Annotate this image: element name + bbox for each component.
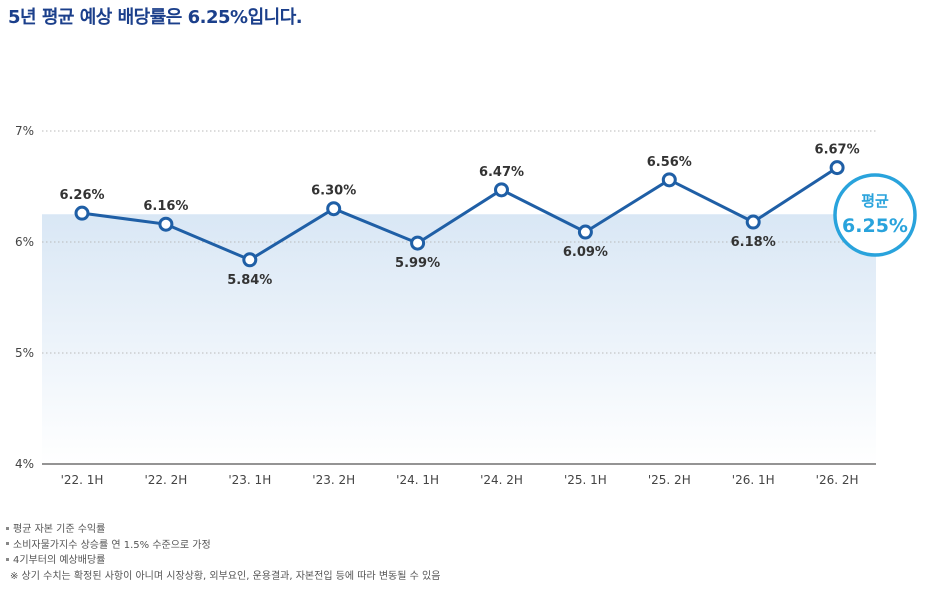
y-tick-label: 7% bbox=[15, 124, 34, 138]
data-label: 6.09% bbox=[563, 245, 608, 260]
x-tick-label: '22. 1H bbox=[61, 473, 104, 487]
data-point bbox=[745, 214, 761, 230]
y-tick-label: 5% bbox=[15, 346, 34, 360]
data-point bbox=[326, 201, 342, 217]
average-band bbox=[42, 214, 876, 464]
average-badge-value: 6.25% bbox=[842, 215, 908, 237]
data-label: 6.56% bbox=[647, 155, 692, 170]
data-point bbox=[242, 252, 258, 268]
data-label: 6.67% bbox=[815, 143, 860, 158]
bullet-icon bbox=[6, 557, 9, 561]
data-point bbox=[577, 224, 593, 240]
data-label: 6.16% bbox=[143, 199, 188, 214]
data-label: 5.84% bbox=[227, 273, 272, 288]
x-tick-label: '26. 1H bbox=[732, 473, 775, 487]
x-tick-label: '24. 2H bbox=[480, 473, 523, 487]
data-point bbox=[74, 205, 90, 221]
bullet-icon bbox=[6, 526, 9, 530]
footnote-item: 소비자물가지수 상승률 연 1.5% 수준으로 가정 bbox=[6, 538, 440, 554]
data-point bbox=[661, 172, 677, 188]
x-tick-label: '26. 2H bbox=[816, 473, 859, 487]
data-point bbox=[829, 160, 845, 176]
bullet-icon bbox=[6, 542, 9, 545]
x-tick-label: '24. 1H bbox=[396, 473, 439, 487]
x-tick-label: '23. 1H bbox=[228, 473, 271, 487]
line-chart: 4% 5% 6% 7% '22. 1H '22. 2H '23. 1H '23. 2H '24… bbox=[15, 124, 917, 487]
y-tick-label: 4% bbox=[15, 457, 34, 471]
footnote-note: ※ 상기 수치는 확정된 사항이 아니며 시장상황, 외부요인, 운용결과, 자… bbox=[10, 570, 441, 582]
data-label: 6.30% bbox=[311, 184, 356, 199]
data-point bbox=[494, 182, 509, 198]
data-point bbox=[158, 216, 174, 232]
x-tick-label: '25. 2H bbox=[648, 473, 691, 487]
y-tick-label: 6% bbox=[15, 235, 34, 249]
average-badge-label: 평균 bbox=[861, 192, 889, 210]
data-label: 5.99% bbox=[395, 256, 440, 271]
data-label: 6.26% bbox=[59, 188, 104, 203]
data-label: 6.47% bbox=[479, 165, 524, 180]
average-badge: 평균 6.25% bbox=[833, 173, 917, 257]
x-tick-label: '23. 2H bbox=[312, 473, 355, 487]
x-tick-label: '25. 1H bbox=[564, 473, 607, 487]
footnote-item: 4기부터의 예상배당률 bbox=[6, 553, 440, 569]
data-label: 6.18% bbox=[731, 235, 776, 250]
series-line bbox=[81, 166, 838, 262]
footnote-item: 평균 자본 기준 수익률 bbox=[6, 522, 440, 538]
x-tick-label: '22. 2H bbox=[144, 473, 187, 487]
footnotes: 평균 자본 기준 수익률 소비자물가지수 상승률 연 1.5% 수준으로 가정 … bbox=[6, 522, 440, 584]
data-point bbox=[410, 235, 426, 251]
page-title: 5년 평균 예상 배당률은 6.25%입니다. bbox=[8, 7, 303, 28]
